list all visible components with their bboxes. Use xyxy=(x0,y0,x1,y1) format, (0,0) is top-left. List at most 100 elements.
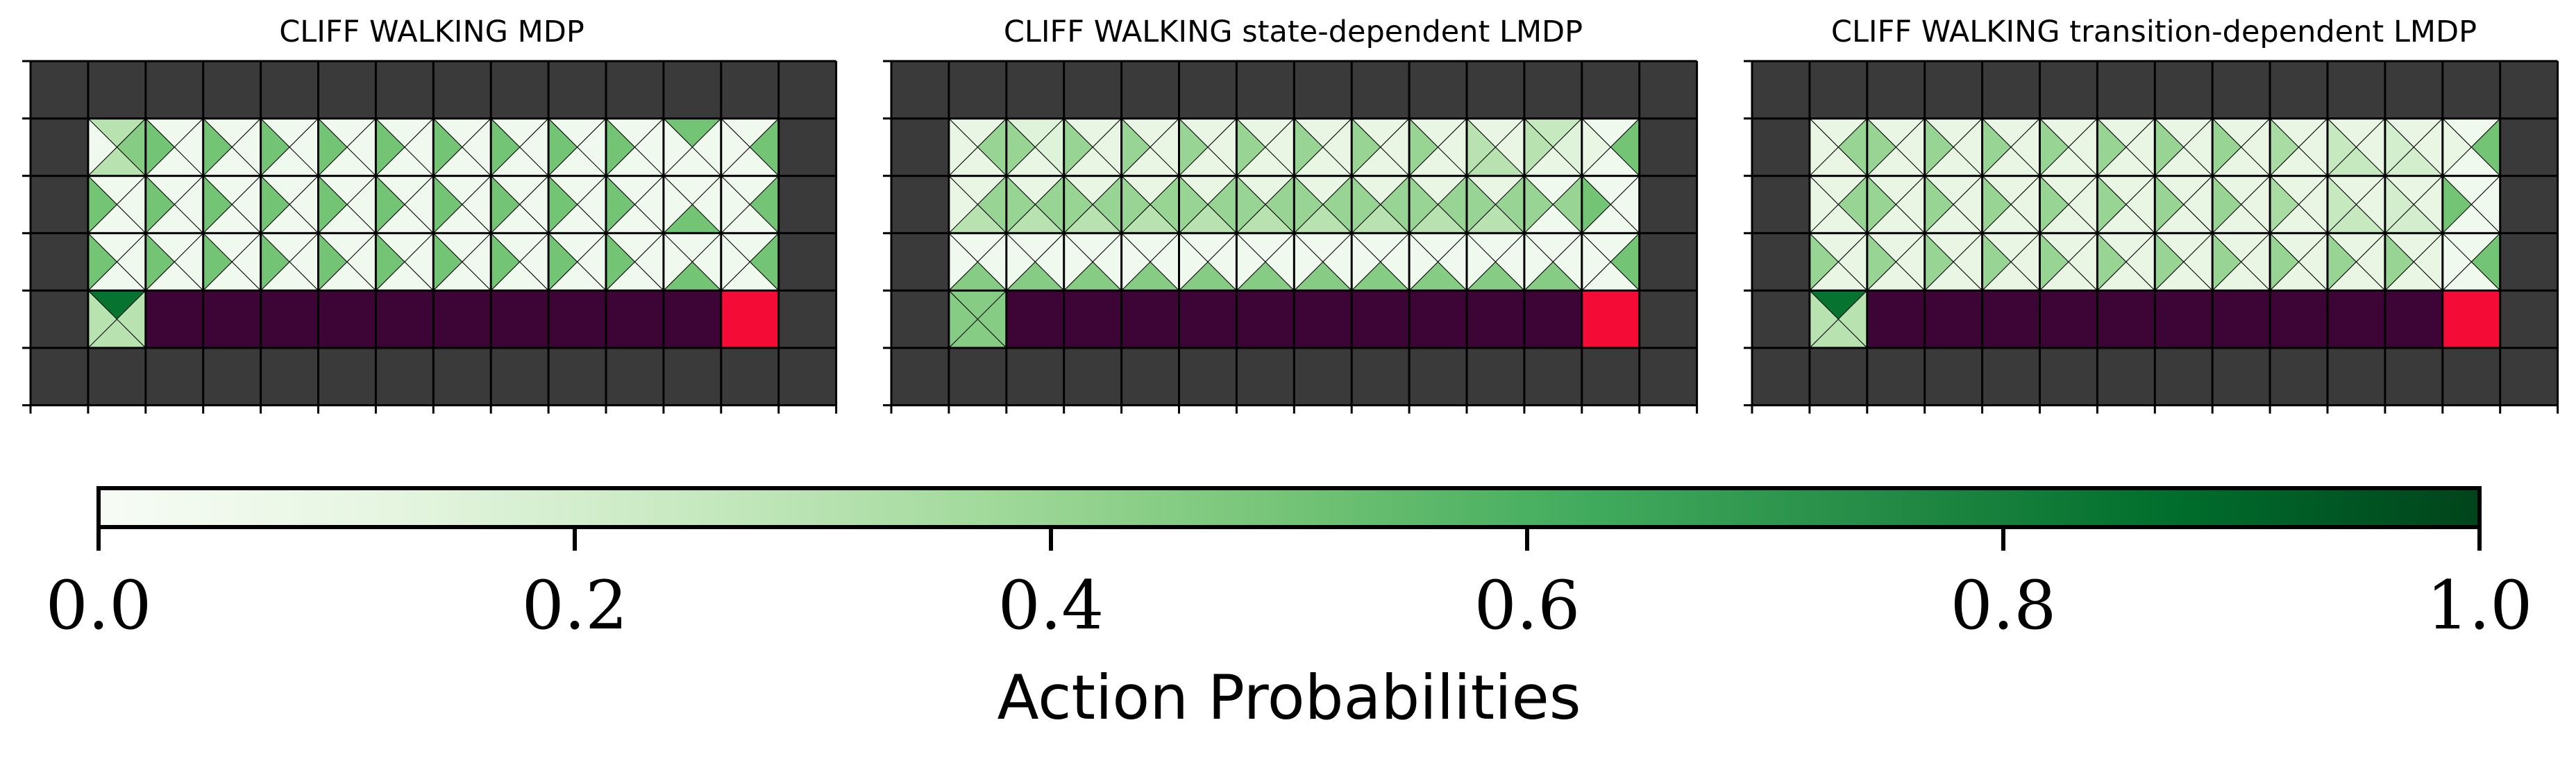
colorbar-tick-label: 1.0 xyxy=(2427,567,2533,644)
cliff-cell xyxy=(1121,290,1179,348)
grid-cell xyxy=(87,232,147,292)
grid-cell xyxy=(1293,117,1353,177)
grid-cell xyxy=(1581,174,1640,235)
panel-title: CLIFF WALKING transition-dependent LMDP xyxy=(1831,15,2477,49)
grid-cell xyxy=(1236,117,1295,177)
grid-cell xyxy=(1408,232,1468,292)
cliff-cell xyxy=(318,290,376,348)
grid-cell xyxy=(1923,232,1983,292)
grid-cell xyxy=(547,117,607,177)
grid-cell xyxy=(1293,232,1353,292)
colorbar-tick-label: 0.4 xyxy=(998,567,1104,644)
grid-cell xyxy=(547,174,607,235)
cliff-cell xyxy=(145,290,203,348)
grid-cell xyxy=(1350,174,1411,235)
grid-cell xyxy=(1408,174,1468,235)
grid-cell xyxy=(1581,117,1640,177)
colorbar: 0.0 0.2 0.4 0.6 0.8 1.0 Action Probabilities xyxy=(46,486,2533,733)
cliff-cell xyxy=(1006,290,1064,348)
goal-cell xyxy=(2442,290,2500,348)
grid-cell xyxy=(605,117,665,177)
colorbar-tick-label: 0.0 xyxy=(46,567,152,644)
grid-cell xyxy=(202,174,262,235)
grid-cell xyxy=(2268,174,2329,235)
cliff-cell xyxy=(2384,290,2443,348)
grid-cell xyxy=(1808,174,1869,235)
grid-cell xyxy=(662,117,723,177)
grid-cell xyxy=(1178,232,1238,292)
grid-cell xyxy=(375,117,435,177)
grid-cell xyxy=(1465,232,1526,292)
grid-cell xyxy=(489,117,550,177)
grid-cell xyxy=(2384,117,2444,177)
grid-cell xyxy=(87,117,147,177)
cliff-cell xyxy=(2212,290,2271,348)
cliff-cell xyxy=(1179,290,1237,348)
grid-cell xyxy=(2039,174,2098,235)
cliff-cell xyxy=(606,290,664,348)
grid-cell xyxy=(948,174,1008,235)
grid-cell xyxy=(260,174,319,235)
grid-cell xyxy=(720,174,780,235)
cliff-cell xyxy=(433,290,491,348)
grid-cell xyxy=(1523,117,1583,177)
grid-cell xyxy=(1236,232,1295,292)
grid-cell xyxy=(2326,174,2386,235)
grid-cell xyxy=(2039,232,2098,292)
grid-cell xyxy=(547,232,607,292)
grid-cell xyxy=(1063,117,1122,177)
cliff-cell xyxy=(663,290,721,348)
grid-cell xyxy=(1981,117,2041,177)
panel-state-dependent-lmdp: CLIFF WALKING state-dependent LMDP xyxy=(883,15,1699,414)
cliff-cell xyxy=(2327,290,2385,348)
grid-cell xyxy=(2154,174,2214,235)
grid-cell xyxy=(144,117,204,177)
grid-cell xyxy=(1178,117,1238,177)
grid-cell xyxy=(144,174,204,235)
colorbar-label: Action Probabilities xyxy=(997,662,1581,733)
grid-cell xyxy=(2441,232,2501,292)
cliff-cell xyxy=(1236,290,1295,348)
cliff-cell xyxy=(260,290,319,348)
colorbar-tick-label: 0.2 xyxy=(522,567,628,644)
grid-cell xyxy=(1808,117,1869,177)
cliff-cell xyxy=(376,290,434,348)
grid-cell xyxy=(2326,117,2386,177)
grid-cell xyxy=(1120,174,1180,235)
grid-cell xyxy=(144,232,204,292)
grid-cell xyxy=(1236,174,1295,235)
cliff-cell xyxy=(1063,290,1122,348)
grid-cell xyxy=(375,174,435,235)
grid-cell xyxy=(1866,117,1926,177)
cliff-cell xyxy=(1982,290,2040,348)
grid-cell xyxy=(317,232,377,292)
grid-cell xyxy=(1981,232,2041,292)
colorbar-tick-label: 0.8 xyxy=(1951,567,2057,644)
grid-cell xyxy=(720,232,780,292)
start-cell xyxy=(948,290,1008,349)
grid-cell xyxy=(489,174,550,235)
grid-cell xyxy=(1808,232,1869,292)
grid-cell xyxy=(2384,232,2444,292)
grid-cell xyxy=(1005,117,1065,177)
panel-cliff-walking-mdp: CLIFF WALKING MDP xyxy=(22,15,838,414)
cliff-cell xyxy=(1467,290,1524,348)
grid-cell xyxy=(662,232,723,292)
grid-cell xyxy=(2441,117,2501,177)
colorbar-ticks: 0.0 0.2 0.4 0.6 0.8 1.0 xyxy=(46,527,2533,644)
grid-cell xyxy=(605,232,665,292)
grid-cell xyxy=(1923,117,1983,177)
grid-cell xyxy=(1408,117,1468,177)
grid-cell xyxy=(1981,174,2041,235)
grid-cell xyxy=(432,174,492,235)
grid-cell xyxy=(2154,232,2214,292)
grid-cell xyxy=(1063,232,1122,292)
grid-cell xyxy=(2096,117,2156,177)
grid-cell xyxy=(2096,174,2156,235)
grid-cell xyxy=(1866,232,1926,292)
grid-cell xyxy=(2384,174,2444,235)
grid-cell xyxy=(1005,174,1065,235)
grid-cell xyxy=(948,117,1008,177)
grid-cell xyxy=(202,232,262,292)
